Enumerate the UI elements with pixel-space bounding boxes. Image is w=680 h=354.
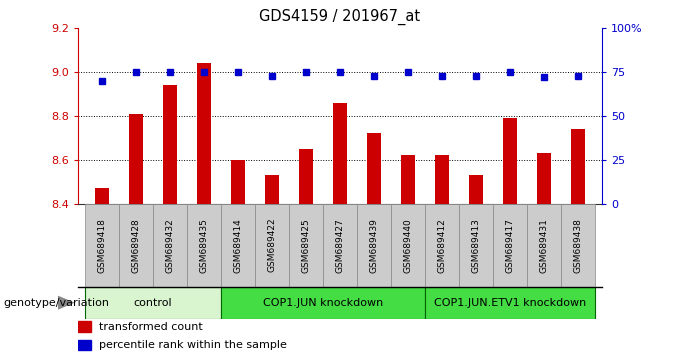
Text: GSM689413: GSM689413 (471, 218, 481, 273)
Bar (289, 204, 323, 287)
Bar (95, 188, 109, 204)
Bar (571, 129, 585, 204)
Bar (197, 63, 211, 204)
Bar (323, 204, 357, 287)
Text: COP1.JUN knockdown: COP1.JUN knockdown (263, 298, 383, 308)
Text: GSM689439: GSM689439 (369, 218, 379, 273)
Text: GSM689418: GSM689418 (97, 218, 107, 273)
Bar (85, 287, 221, 319)
Bar (221, 204, 255, 287)
Text: percentile rank within the sample: percentile rank within the sample (99, 340, 287, 350)
Bar (78, 340, 91, 350)
Bar (231, 160, 245, 204)
Bar (527, 204, 561, 287)
Bar (435, 155, 449, 204)
Bar (299, 149, 313, 204)
Bar (469, 175, 483, 204)
Bar (85, 204, 119, 287)
Text: GSM689438: GSM689438 (573, 218, 583, 273)
Bar (119, 204, 153, 287)
Bar (255, 204, 289, 287)
Text: GSM689425: GSM689425 (301, 218, 311, 273)
Bar (493, 204, 527, 287)
Bar (265, 175, 279, 204)
Polygon shape (58, 296, 75, 310)
Text: control: control (134, 298, 172, 308)
Text: GSM689435: GSM689435 (199, 218, 209, 273)
Bar (425, 287, 595, 319)
Text: GSM689417: GSM689417 (505, 218, 515, 273)
Text: GDS4159 / 201967_at: GDS4159 / 201967_at (260, 9, 420, 25)
Text: genotype/variation: genotype/variation (3, 298, 109, 308)
Text: GSM689427: GSM689427 (335, 218, 345, 273)
Text: GSM689428: GSM689428 (131, 218, 141, 273)
Bar (459, 204, 493, 287)
Bar (503, 118, 517, 204)
Bar (153, 204, 187, 287)
Bar (129, 114, 143, 204)
Bar (425, 204, 459, 287)
Bar (561, 204, 595, 287)
Text: GSM689412: GSM689412 (437, 218, 447, 273)
Bar (367, 133, 381, 204)
Text: GSM689414: GSM689414 (233, 218, 243, 273)
Bar (537, 153, 551, 204)
Bar (163, 85, 177, 204)
Text: GSM689422: GSM689422 (267, 218, 277, 273)
Bar (357, 204, 391, 287)
Text: COP1.JUN.ETV1 knockdown: COP1.JUN.ETV1 knockdown (434, 298, 586, 308)
Bar (401, 155, 415, 204)
Bar (391, 204, 425, 287)
Bar (187, 204, 221, 287)
Bar (333, 103, 347, 204)
Bar (78, 321, 91, 332)
Bar (221, 287, 425, 319)
Text: GSM689440: GSM689440 (403, 218, 413, 273)
Text: transformed count: transformed count (99, 322, 203, 332)
Text: GSM689432: GSM689432 (165, 218, 175, 273)
Text: GSM689431: GSM689431 (539, 218, 549, 273)
